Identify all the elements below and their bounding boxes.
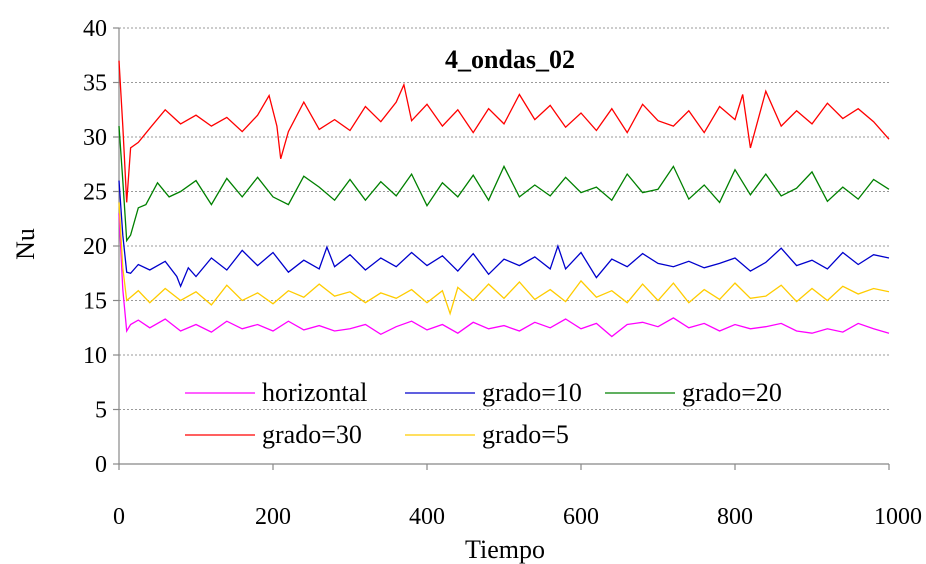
series-line-grado-10 [118,180,890,289]
x-tick-label: 1000 [874,504,922,530]
legend-label-grado-5: grado=5 [482,420,569,449]
y-axis-title: Nu [11,228,40,260]
grid-lines [119,27,889,410]
y-tick-label: 10 [83,343,107,369]
y-tick-label: 40 [83,16,107,42]
x-tick-label: 600 [563,504,599,530]
series-line-grado-20 [118,126,890,243]
y-tick-label: 35 [83,71,107,97]
legend-label-grado-10: grado=10 [482,378,582,407]
y-tick-label: 20 [83,234,107,260]
x-tick-label: 400 [409,504,445,530]
legend-label-grado-20: grado=20 [682,378,782,407]
y-tick-label: 15 [83,289,107,315]
x-tick-label: 800 [717,504,753,530]
x-tick-label: 0 [113,504,125,530]
x-tick-label: 200 [255,504,291,530]
y-tick-labels: 0 5 10 15 20 25 30 35 40 [83,16,119,478]
x-tick-labels: 0 200 400 600 800 1000 [113,464,922,530]
series-lines [118,60,890,338]
series-line-grado-30 [118,60,890,203]
legend-label-horizontal: horizontal [262,378,367,407]
y-tick-label: 0 [95,452,107,478]
legend: horizontal grado=10 grado=20 grado=30 gr… [185,378,782,449]
chart-title: 4_ondas_02 [445,45,575,74]
series-line-horizontal [118,213,890,338]
series-line-grado-5 [118,202,890,316]
legend-label-grado-30: grado=30 [262,420,362,449]
y-tick-label: 5 [95,398,107,424]
y-tick-label: 25 [83,180,107,206]
y-tick-label: 30 [83,125,107,151]
x-axis-title: Tiempo [465,535,545,564]
